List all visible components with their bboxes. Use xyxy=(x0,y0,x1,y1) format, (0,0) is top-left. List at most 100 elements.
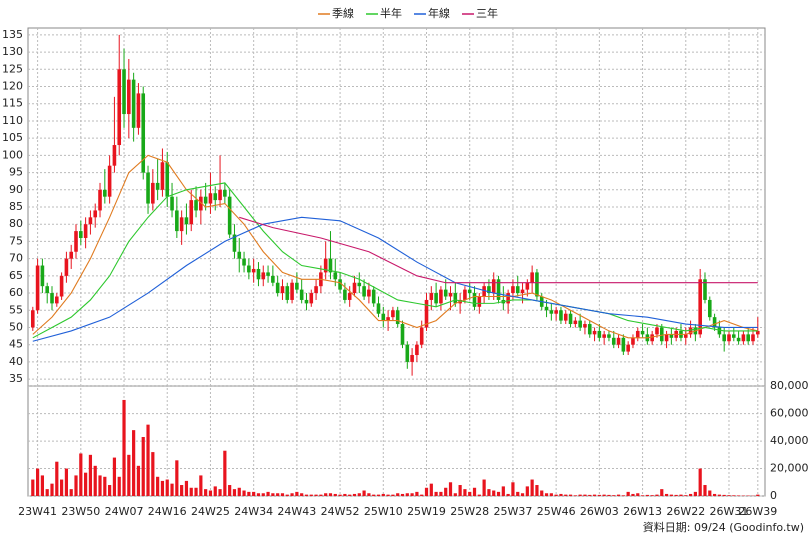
volume-bar xyxy=(535,485,539,496)
candle-body xyxy=(400,324,405,345)
volume-bar xyxy=(74,475,78,496)
volume-bar xyxy=(309,494,313,496)
volume-bar xyxy=(50,483,54,496)
candle-body xyxy=(50,293,54,304)
candle-body xyxy=(213,193,218,201)
candle-body xyxy=(88,217,93,225)
y-tick-label: 40 xyxy=(9,355,23,368)
candle-body xyxy=(175,210,179,232)
volume-bar xyxy=(108,485,112,496)
y-tick-label: 135 xyxy=(2,28,23,41)
candle-body xyxy=(203,196,208,204)
volume-bar xyxy=(621,495,625,496)
candle-body xyxy=(251,268,256,273)
candle-body xyxy=(333,272,338,280)
volume-bar xyxy=(708,490,712,496)
candle-body xyxy=(602,334,606,338)
x-tick-label: 23W50 xyxy=(61,505,100,518)
volume-bar xyxy=(295,491,299,496)
candle-body xyxy=(93,210,98,218)
x-tick-label: 24W34 xyxy=(234,505,273,518)
candle-body xyxy=(477,296,482,307)
candle-body xyxy=(208,193,213,204)
volume-bar xyxy=(516,491,520,496)
candle-body xyxy=(112,145,117,166)
volume-bar xyxy=(112,457,117,496)
candle-body xyxy=(391,310,395,318)
candle-body xyxy=(467,289,472,294)
volume-bar xyxy=(607,494,611,496)
candle-body xyxy=(117,69,122,146)
volume-bar xyxy=(45,489,49,496)
volume-bar xyxy=(544,493,549,496)
volume-bar xyxy=(405,493,409,496)
candle-body xyxy=(549,310,554,314)
volume-bar xyxy=(372,494,376,496)
candle-body xyxy=(559,310,563,321)
volume-bar xyxy=(136,465,141,496)
volume-bar xyxy=(343,493,347,496)
volume-bar xyxy=(180,485,184,496)
candle-body xyxy=(314,286,318,294)
x-tick-label: 25W19 xyxy=(407,505,446,518)
y-tick-label: 85 xyxy=(9,200,23,213)
candle-body xyxy=(487,286,491,294)
candle-body xyxy=(343,289,347,300)
volume-bar xyxy=(213,486,217,496)
candle-body xyxy=(179,217,184,232)
volume-bar xyxy=(410,493,414,496)
volume-bar xyxy=(463,489,467,496)
candle-body xyxy=(439,289,443,304)
candle-body xyxy=(707,299,712,318)
candle-body xyxy=(256,268,261,280)
volume-bar xyxy=(328,493,333,496)
candle-body xyxy=(703,279,707,300)
candle-body xyxy=(515,286,520,294)
volume-bar xyxy=(540,490,544,496)
x-tick-label: 26W13 xyxy=(623,505,662,518)
candle-body xyxy=(482,286,486,297)
y-tick-label: 120 xyxy=(2,80,23,93)
x-tick-label: 25W28 xyxy=(450,505,489,518)
candle-body xyxy=(463,289,467,300)
candle-body xyxy=(731,334,736,338)
volume-bar xyxy=(232,489,237,496)
volume-bar xyxy=(631,493,635,496)
candle-body xyxy=(712,317,717,328)
x-tick-label: 25W37 xyxy=(493,505,532,518)
candle-body xyxy=(640,330,645,335)
candle-body xyxy=(635,330,640,338)
volume-bar xyxy=(98,475,102,496)
y-tick-label: 125 xyxy=(2,62,23,75)
volume-bar xyxy=(36,468,40,496)
volume-bar xyxy=(204,489,208,496)
candle-body xyxy=(184,217,189,225)
candle-body xyxy=(362,286,366,297)
candle-body xyxy=(746,334,750,342)
candle-body xyxy=(371,289,376,304)
volume-bar xyxy=(501,486,505,496)
volume-bar xyxy=(453,493,457,496)
candle-body xyxy=(755,330,760,335)
volume-bar xyxy=(415,491,419,496)
candle-body xyxy=(98,189,102,211)
volume-bar xyxy=(256,493,261,496)
volume-bar xyxy=(304,494,309,496)
candle-body xyxy=(722,334,726,342)
volume-bar xyxy=(69,489,73,496)
volume-bar xyxy=(736,495,741,496)
volume-bar xyxy=(712,493,717,496)
candle-body xyxy=(434,293,438,304)
volume-bar xyxy=(669,494,673,496)
ma-line xyxy=(32,182,758,339)
volume-bar xyxy=(266,491,270,496)
y-tick-label: 100 xyxy=(2,148,23,161)
candle-body xyxy=(299,289,304,300)
legend-label: 年線 xyxy=(428,6,450,20)
candle-body xyxy=(410,355,414,362)
volume-bar xyxy=(496,491,501,496)
y-tick-label: 115 xyxy=(2,97,23,110)
x-tick-label: 25W46 xyxy=(537,505,576,518)
volume-bar xyxy=(688,493,693,496)
ma-line xyxy=(239,216,758,284)
